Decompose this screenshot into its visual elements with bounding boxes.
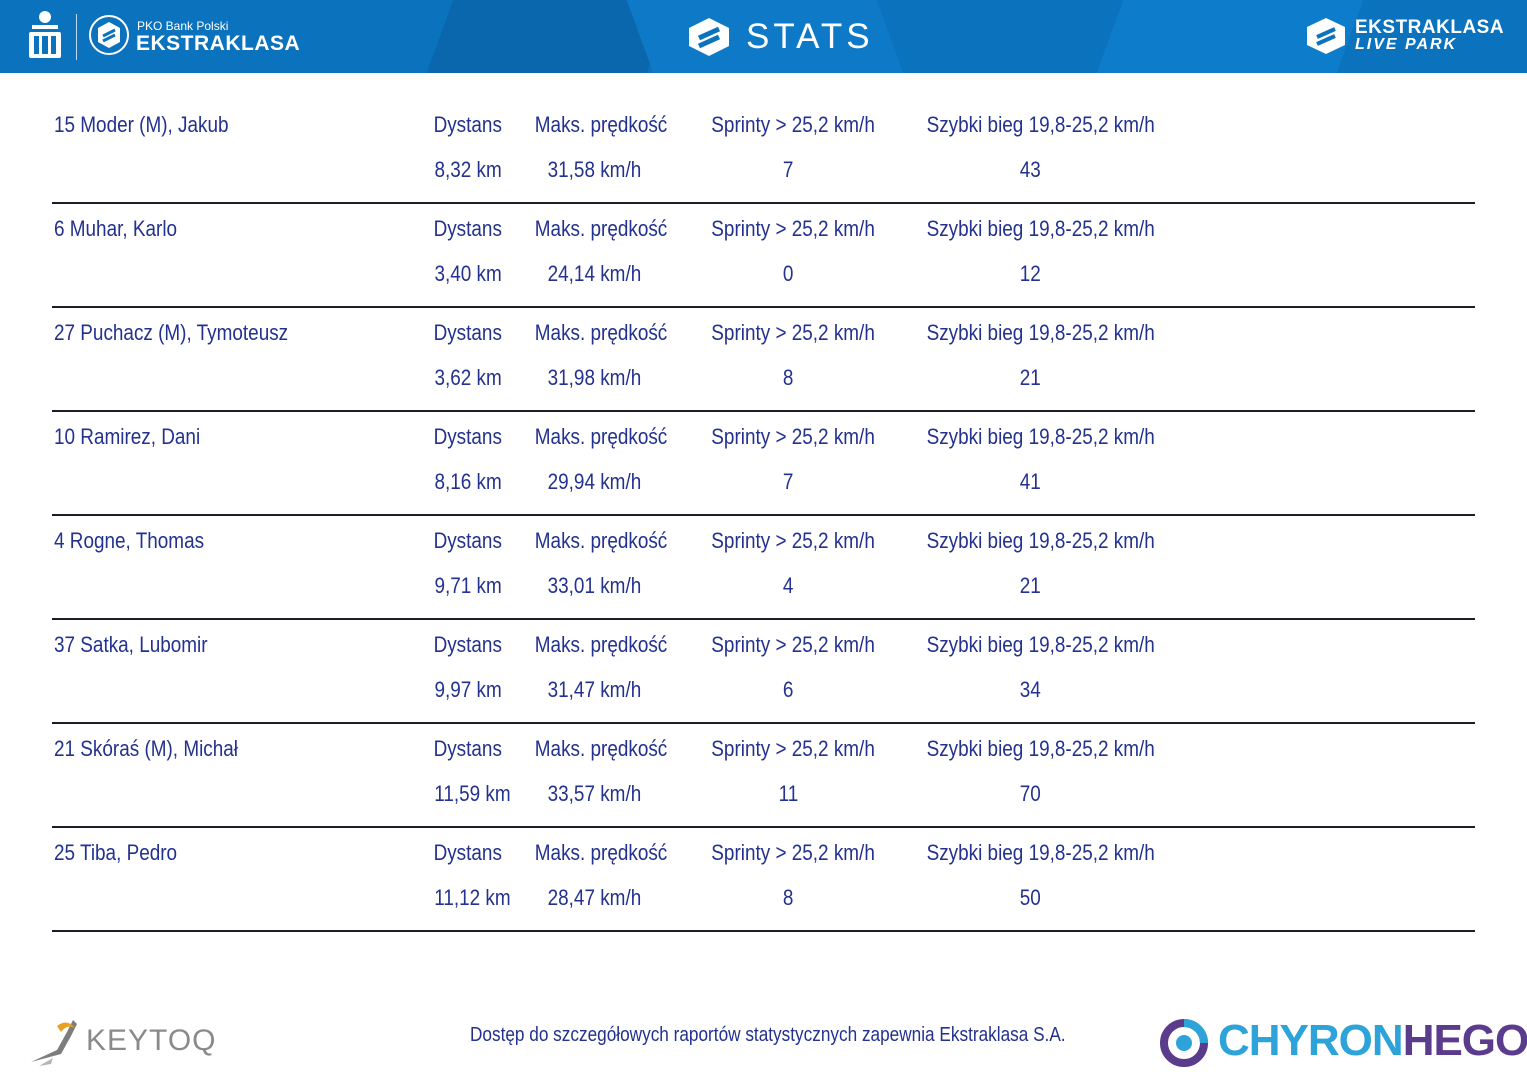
player-row: 15 Moder (M), Jakub Dystans Maks. prędko…	[52, 100, 1475, 204]
sprints-value: 6	[782, 677, 794, 702]
player-name: 4 Rogne, Thomas	[54, 528, 205, 553]
distance-label: Dystans	[433, 424, 503, 449]
live-park-emblem-icon	[1307, 18, 1345, 54]
player-row: 4 Rogne, Thomas Dystans Maks. prędkość S…	[52, 516, 1475, 620]
fast-run-value: 34	[1019, 677, 1041, 702]
distance-value: 8,16 km	[434, 469, 502, 494]
distance-value: 11,12 km	[434, 885, 511, 910]
distance-label: Dystans	[433, 736, 503, 761]
sprints-value: 4	[782, 573, 794, 598]
fast-run-value: 43	[1019, 157, 1041, 182]
max-speed-value: 29,94 km/h	[547, 469, 641, 494]
max-speed-value: 31,58 km/h	[547, 157, 641, 182]
max-speed-label: Maks. prędkość	[534, 736, 668, 761]
sprints-label: Sprinty > 25,2 km/h	[711, 736, 875, 761]
max-speed-value: 24,14 km/h	[547, 261, 641, 286]
max-speed-value: 33,57 km/h	[547, 781, 641, 806]
footer-note: Dostęp do szczegółowych raportów statyst…	[470, 1024, 1066, 1046]
chyronhego-wordmark: CHYRONHEGO	[1218, 1016, 1527, 1065]
max-speed-value: 31,98 km/h	[547, 365, 641, 390]
distance-value: 9,71 km	[434, 573, 502, 598]
max-speed-label: Maks. prędkość	[534, 112, 668, 137]
sprints-label: Sprinty > 25,2 km/h	[711, 528, 875, 553]
live-park-title: EKSTRAKLASA	[1355, 17, 1505, 38]
max-speed-value: 28,47 km/h	[547, 885, 641, 910]
player-name: 6 Muhar, Karlo	[54, 216, 178, 241]
player-row: 6 Muhar, Karlo Dystans Maks. prędkość Sp…	[52, 204, 1475, 308]
fast-run-label: Szybki bieg 19,8-25,2 km/h	[926, 216, 1155, 241]
sprints-label: Sprinty > 25,2 km/h	[711, 320, 875, 345]
page-title: STATS	[746, 17, 874, 56]
sprints-label: Sprinty > 25,2 km/h	[711, 424, 875, 449]
sprints-value: 8	[782, 885, 794, 910]
fast-run-label: Szybki bieg 19,8-25,2 km/h	[926, 736, 1155, 761]
distance-value: 9,97 km	[434, 677, 502, 702]
sprints-value: 0	[782, 261, 794, 286]
sprints-value: 11	[778, 781, 798, 806]
sprints-value: 7	[782, 469, 794, 494]
player-name: 21 Skóraś (M), Michał	[54, 736, 238, 761]
player-row: 27 Puchacz (M), Tymoteusz Dystans Maks. …	[52, 308, 1475, 412]
ekstraklasa-emblem-icon	[89, 15, 129, 55]
player-row: 37 Satka, Lubomir Dystans Maks. prędkość…	[52, 620, 1475, 724]
league-name: EKSTRAKLASA	[136, 32, 301, 55]
max-speed-label: Maks. prędkość	[534, 632, 668, 657]
distance-value: 3,40 km	[434, 261, 502, 286]
distance-value: 11,59 km	[434, 781, 511, 806]
fast-run-value: 70	[1019, 781, 1041, 806]
fast-run-value: 41	[1019, 469, 1041, 494]
sponsor-name: PKO Bank Polski	[137, 19, 229, 33]
live-park-subtitle: LIVE PARK	[1355, 36, 1458, 53]
keytoq-wordmark: KEYTOQ	[86, 1024, 217, 1057]
sprints-label: Sprinty > 25,2 km/h	[711, 216, 875, 241]
player-row: 25 Tiba, Pedro Dystans Maks. prędkość Sp…	[52, 828, 1475, 932]
chyronhego-emblem-icon	[1160, 1019, 1208, 1067]
fast-run-label: Szybki bieg 19,8-25,2 km/h	[926, 320, 1155, 345]
max-speed-label: Maks. prędkość	[534, 528, 668, 553]
max-speed-label: Maks. prędkość	[534, 320, 668, 345]
distance-value: 8,32 km	[434, 157, 502, 182]
max-speed-label: Maks. prędkość	[534, 424, 668, 449]
player-row: 10 Ramirez, Dani Dystans Maks. prędkość …	[52, 412, 1475, 516]
distance-label: Dystans	[433, 528, 503, 553]
max-speed-label: Maks. prędkość	[534, 840, 668, 865]
sprints-label: Sprinty > 25,2 km/h	[711, 112, 875, 137]
distance-value: 3,62 km	[434, 365, 502, 390]
stats-emblem-icon	[689, 18, 729, 56]
max-speed-value: 33,01 km/h	[547, 573, 641, 598]
player-row: 21 Skóraś (M), Michał Dystans Maks. pręd…	[52, 724, 1475, 828]
distance-label: Dystans	[433, 632, 503, 657]
fast-run-value: 21	[1019, 573, 1041, 598]
player-stats-table: 15 Moder (M), Jakub Dystans Maks. prędko…	[52, 100, 1475, 932]
fast-run-value: 21	[1019, 365, 1041, 390]
sprints-value: 7	[782, 157, 794, 182]
player-name: 27 Puchacz (M), Tymoteusz	[54, 320, 289, 345]
distance-label: Dystans	[433, 112, 503, 137]
max-speed-label: Maks. prędkość	[534, 216, 668, 241]
distance-label: Dystans	[433, 840, 503, 865]
sprints-label: Sprinty > 25,2 km/h	[711, 632, 875, 657]
fast-run-value: 50	[1019, 885, 1041, 910]
keytoq-logo-icon	[31, 1020, 77, 1066]
player-name: 25 Tiba, Pedro	[54, 840, 178, 865]
fast-run-label: Szybki bieg 19,8-25,2 km/h	[926, 112, 1155, 137]
distance-label: Dystans	[433, 320, 503, 345]
distance-label: Dystans	[433, 216, 503, 241]
sprints-label: Sprinty > 25,2 km/h	[711, 840, 875, 865]
header-divider	[76, 14, 77, 60]
header-bar: PKO Bank Polski EKSTRAKLASA STATS EKSTRA…	[0, 0, 1527, 73]
max-speed-value: 31,47 km/h	[547, 677, 641, 702]
fast-run-label: Szybki bieg 19,8-25,2 km/h	[926, 632, 1155, 657]
player-name: 37 Satka, Lubomir	[54, 632, 208, 657]
player-name: 15 Moder (M), Jakub	[54, 112, 229, 137]
pko-logo-icon	[29, 11, 61, 58]
fast-run-label: Szybki bieg 19,8-25,2 km/h	[926, 528, 1155, 553]
player-name: 10 Ramirez, Dani	[54, 424, 201, 449]
fast-run-label: Szybki bieg 19,8-25,2 km/h	[926, 840, 1155, 865]
fast-run-label: Szybki bieg 19,8-25,2 km/h	[926, 424, 1155, 449]
fast-run-value: 12	[1019, 261, 1041, 286]
sprints-value: 8	[782, 365, 794, 390]
